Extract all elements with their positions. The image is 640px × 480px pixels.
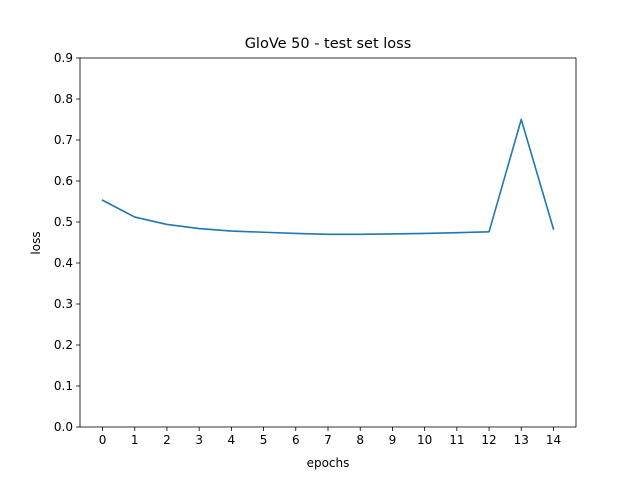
x-tick-label: 14	[546, 433, 561, 447]
x-tick-label: 4	[228, 433, 236, 447]
chart-title: GloVe 50 - test set loss	[245, 36, 412, 52]
x-tick-label: 11	[449, 433, 464, 447]
x-tick-label: 6	[292, 433, 300, 447]
x-axis-label: epochs	[307, 456, 350, 470]
x-tick-label: 13	[514, 433, 529, 447]
y-tick-label: 0.3	[54, 297, 73, 311]
plot-area: 0 1 2 3 4 5 6 7 8 9 10 11 12 13 140.00.10.20.30.40.50.…	[54, 51, 577, 447]
y-tick-label: 0.1	[54, 379, 73, 393]
x-tick-label: 10	[417, 433, 432, 447]
y-tick-label: 0.5	[54, 215, 73, 229]
x-tick-label: 2	[163, 433, 171, 447]
y-tick-label: 0.8	[54, 92, 73, 106]
y-axis-label: loss	[29, 231, 43, 254]
y-tick-label: 0.4	[54, 256, 73, 270]
x-tick-label: 12	[481, 433, 496, 447]
y-tick-label: 0.0	[54, 420, 73, 434]
x-tick-label: 8	[356, 433, 364, 447]
x-tick-label: 7	[324, 433, 332, 447]
x-tick-label: 5	[260, 433, 268, 447]
y-tick-label: 0.7	[54, 133, 73, 147]
x-tick-label: 9	[389, 433, 397, 447]
x-tick-label: 1	[131, 433, 139, 447]
y-tick-label: 0.6	[54, 174, 73, 188]
x-tick-label: 3	[195, 433, 203, 447]
y-tick-label: 0.9	[54, 51, 73, 65]
series-line-0	[101, 118, 555, 236]
x-tick-label: 0	[99, 433, 107, 447]
y-tick-label: 0.2	[54, 338, 73, 352]
